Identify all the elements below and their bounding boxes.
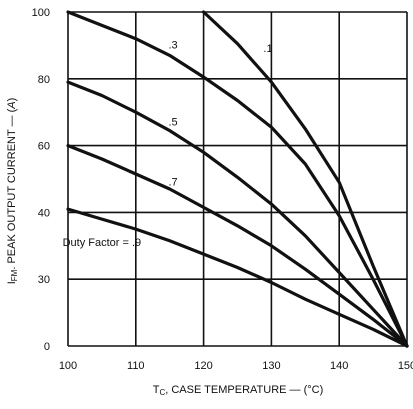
y-tick-label: 40 <box>38 207 50 219</box>
x-tick-label: 140 <box>330 360 348 372</box>
series-line <box>66 144 409 348</box>
curve-labels: .1 .3 .5 .7 Duty Factor = .9 <box>63 40 273 249</box>
series-line <box>66 80 409 348</box>
x-tick-label: 150 <box>398 360 413 372</box>
x-tick-label: 130 <box>262 360 280 372</box>
series-line <box>66 207 409 348</box>
tick-labels: 100 110 120 130 140 150 0 30 40 60 80 100 <box>32 7 413 372</box>
curves <box>66 10 409 348</box>
series-line <box>66 10 409 348</box>
y-axis-label: IFM. PEAK OUTPUT CURRENT — (A) <box>6 98 19 285</box>
x-tick-label: 110 <box>127 360 145 372</box>
series-label: Duty Factor = .9 <box>63 237 142 249</box>
y-tick-label: 80 <box>38 74 50 86</box>
series-label: .5 <box>168 117 177 129</box>
x-axis-label: TC, CASE TEMPERATURE — (°C) <box>153 384 324 397</box>
series-label: .3 <box>168 40 177 52</box>
y-tick-label: 100 <box>32 7 50 19</box>
grid <box>67 11 408 347</box>
y-tick-label: 0 <box>44 341 50 353</box>
y-tick-label: 30 <box>38 274 50 286</box>
series-label: .1 <box>263 43 272 55</box>
series-line <box>202 10 409 348</box>
y-tick-label: 60 <box>38 141 50 153</box>
x-tick-label: 100 <box>59 360 77 372</box>
series-label: .7 <box>168 177 177 189</box>
x-tick-label: 120 <box>194 360 212 372</box>
